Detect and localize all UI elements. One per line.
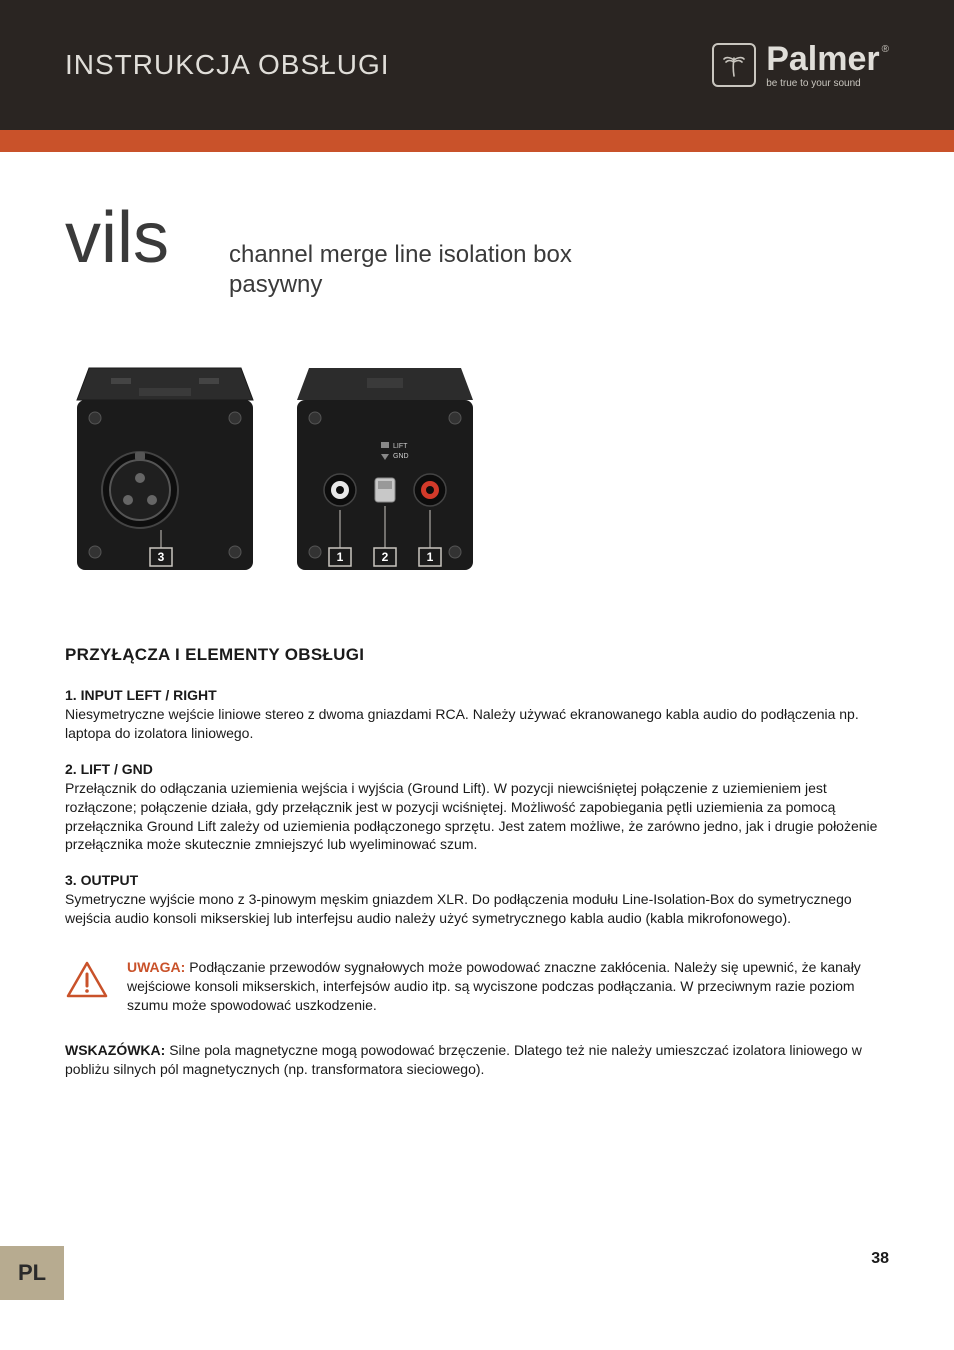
- page-number: 38: [871, 1250, 889, 1268]
- logo-tagline: be true to your sound: [766, 78, 889, 89]
- item-2-title: 2. LIFT / GND: [65, 761, 889, 777]
- header-title: INSTRUKCJA OBSŁUGI: [65, 49, 390, 81]
- warning-body: Podłączanie przewodów sygnałowych może p…: [127, 959, 861, 1013]
- item-2-body: Przełącznik do odłączania uziemienia wej…: [65, 779, 889, 855]
- gnd-label: GND: [393, 453, 409, 460]
- item-1-body: Niesymetryczne wejście liniowe stereo z …: [65, 705, 889, 743]
- lift-label: LIFT: [393, 443, 408, 450]
- product-subtitle: channel merge line isolation box pasywny: [229, 240, 572, 300]
- item-3-body: Symetryczne wyjście mono z 3-pinowym męs…: [65, 890, 889, 928]
- item-1-title: 1. INPUT LEFT / RIGHT: [65, 687, 889, 703]
- item-1: 1. INPUT LEFT / RIGHT Niesymetryczne wej…: [65, 687, 889, 743]
- page-content: vils channel merge line isolation box pa…: [0, 152, 954, 1079]
- warning-text: UWAGA: Podłączanie przewodów sygnałowych…: [127, 958, 889, 1015]
- language-tab: PL: [0, 1246, 64, 1300]
- tip-block: WSKAZÓWKA: Silne pola magnetyczne mogą p…: [65, 1041, 889, 1079]
- product-name: vils: [65, 202, 169, 274]
- device-output-view: 3: [65, 360, 265, 595]
- title-row: vils channel merge line isolation box pa…: [65, 202, 889, 300]
- callout-switch: 2: [382, 550, 389, 564]
- subtitle-line1: channel merge line isolation box: [229, 240, 572, 270]
- callout-input-left: 1: [337, 550, 344, 564]
- warning-block: UWAGA: Podłączanie przewodów sygnałowych…: [65, 958, 889, 1015]
- page-header: INSTRUKCJA OBSŁUGI Palmer ® be true to y…: [0, 0, 954, 130]
- subtitle-line2: pasywny: [229, 270, 572, 300]
- logo-text-wrap: Palmer ® be true to your sound: [766, 42, 889, 89]
- palm-icon: [712, 43, 756, 87]
- accent-bar: [0, 130, 954, 152]
- warning-icon: [65, 960, 109, 1005]
- callout-input-right: 1: [427, 550, 434, 564]
- device-images: 3 LIFT GND: [65, 360, 889, 595]
- tip-lead: WSKAZÓWKA:: [65, 1042, 165, 1058]
- callout-output: 3: [158, 550, 165, 564]
- warning-lead: UWAGA:: [127, 959, 185, 975]
- device-input-view: LIFT GND 1 2: [285, 360, 485, 595]
- brand-logo: Palmer ® be true to your sound: [712, 42, 889, 89]
- section-title: PRZYŁĄCZA I ELEMENTY OBSŁUGI: [65, 645, 889, 665]
- register-mark: ®: [882, 44, 889, 55]
- item-3: 3. OUTPUT Symetryczne wyjście mono z 3-p…: [65, 872, 889, 928]
- item-2: 2. LIFT / GND Przełącznik do odłączania …: [65, 761, 889, 855]
- logo-text: Palmer: [766, 42, 879, 76]
- tip-body: Silne pola magnetyczne mogą powodować br…: [65, 1042, 862, 1077]
- item-3-title: 3. OUTPUT: [65, 872, 889, 888]
